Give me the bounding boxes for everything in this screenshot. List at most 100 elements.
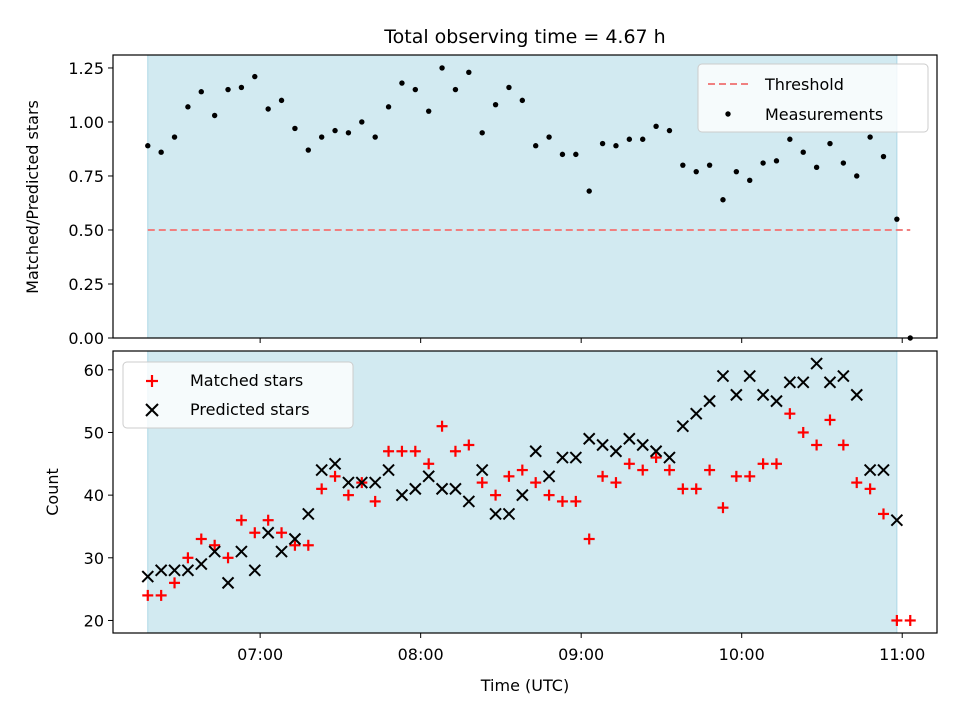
matched-star-point — [784, 408, 796, 420]
measurement-point — [479, 130, 485, 136]
predicted-star-point — [542, 470, 556, 483]
measurement-point — [238, 84, 245, 91]
measurement-point — [693, 168, 699, 175]
measurement-point — [158, 149, 164, 155]
measurement-point — [706, 162, 713, 168]
bottom-y-tick-label: 30 — [84, 549, 104, 568]
top-plot-frame — [112, 54, 938, 339]
measurement-point — [626, 136, 633, 142]
matched-star-point — [436, 420, 448, 432]
matched-star-point — [342, 489, 354, 501]
measurement-point — [359, 119, 365, 125]
measurement-point — [613, 143, 619, 149]
matched-star-point — [195, 533, 207, 545]
bottom-x-ticks: 07:00 08:00 09:00 10:00 11:00 — [237, 633, 925, 664]
matched-star-point — [690, 483, 702, 495]
matched-star-point — [597, 470, 609, 482]
measurement-point — [813, 164, 820, 171]
bottom-y-tick-label: 60 — [84, 361, 104, 380]
x-axis-label: Time (UTC) — [480, 676, 569, 695]
predicted-star-point — [422, 470, 435, 483]
measurement-point — [680, 162, 686, 168]
matched-star-point — [155, 589, 167, 601]
measurement-point — [252, 73, 258, 80]
legend-measurements-swatch — [725, 111, 731, 117]
matched-star-point — [851, 477, 863, 489]
predicted-star-point — [181, 564, 195, 577]
measurements-points — [145, 65, 913, 341]
top-y-ticks: 0.00 0.25 0.50 0.75 1.00 1.25 — [68, 59, 113, 348]
matched-star-point — [262, 514, 274, 526]
legend-predicted-label: Predicted stars — [190, 400, 310, 419]
predicted-star-point — [850, 388, 863, 402]
bottom-y-tick-label: 50 — [84, 423, 104, 442]
matched-star-point — [449, 445, 461, 457]
measurement-point — [198, 89, 204, 95]
measurement-point — [292, 125, 298, 132]
matched-star-point — [329, 470, 341, 482]
predicted-points — [141, 357, 904, 590]
measurement-point — [466, 69, 472, 75]
bottom-y-ticks: 20 30 40 50 60 — [84, 361, 113, 630]
predicted-star-point — [435, 482, 449, 496]
predicted-star-point — [475, 463, 489, 477]
measurement-point — [305, 147, 311, 153]
matched-star-point — [891, 614, 903, 626]
measurement-point — [747, 177, 753, 183]
predicted-star-point — [743, 369, 756, 383]
top-x-ticks — [259, 338, 903, 343]
predicted-star-point — [703, 394, 716, 408]
matched-star-point — [249, 527, 261, 539]
legend-measurements-label: Measurements — [765, 105, 883, 124]
matched-star-point — [744, 470, 756, 482]
x-tick-label: 10:00 — [719, 645, 765, 664]
predicted-star-point — [368, 476, 382, 489]
measurement-point — [586, 188, 592, 194]
x-tick-label: 07:00 — [237, 645, 283, 664]
matched-star-point — [516, 464, 528, 476]
predicted-star-point — [208, 545, 221, 558]
predicted-star-point — [382, 463, 395, 477]
matched-star-point — [730, 470, 742, 482]
bottom-panel: Count Time (UTC) 20 30 40 50 60 07:00 08:00 09… — [43, 350, 938, 695]
bottom-legend: Matched stars Predicted stars — [122, 361, 354, 429]
matched-star-point — [476, 477, 488, 489]
measurement-point — [412, 86, 419, 93]
matched-star-point — [396, 445, 408, 457]
x-tick-label: 08:00 — [398, 645, 444, 664]
measurement-point — [278, 97, 285, 104]
predicted-star-point — [649, 445, 663, 458]
matched-points — [142, 408, 916, 626]
matched-star-point — [369, 495, 381, 507]
predicted-star-point — [596, 438, 609, 452]
predicted-star-point — [877, 463, 890, 477]
bottom-legend-box — [122, 361, 354, 429]
measurement-point — [840, 160, 847, 166]
predicted-star-point — [556, 451, 569, 464]
measurement-point — [880, 153, 887, 160]
top-y-axis-label: Matched/Predicted stars — [23, 100, 42, 294]
measurement-point — [559, 151, 566, 158]
legend-matched-swatch — [146, 375, 158, 387]
measurement-point — [492, 101, 499, 108]
predicted-star-point — [636, 438, 649, 452]
matched-star-point — [904, 614, 916, 626]
matched-star-point — [543, 489, 555, 501]
measurement-point — [452, 86, 459, 93]
matched-star-point — [530, 477, 542, 489]
matched-star-point — [209, 539, 221, 551]
predicted-star-point — [797, 376, 810, 389]
matched-star-point — [770, 458, 782, 470]
predicted-star-point — [168, 564, 181, 577]
matched-star-point — [623, 458, 635, 470]
measurement-point — [345, 130, 352, 136]
predicted-star-point — [529, 445, 542, 458]
matched-star-point — [316, 483, 328, 495]
predicted-star-point — [409, 482, 422, 496]
measurement-point — [546, 134, 552, 140]
predicted-star-point — [141, 570, 154, 583]
x-tick-label: 09:00 — [558, 645, 604, 664]
matched-star-point — [503, 470, 515, 482]
matched-star-point — [423, 458, 435, 470]
